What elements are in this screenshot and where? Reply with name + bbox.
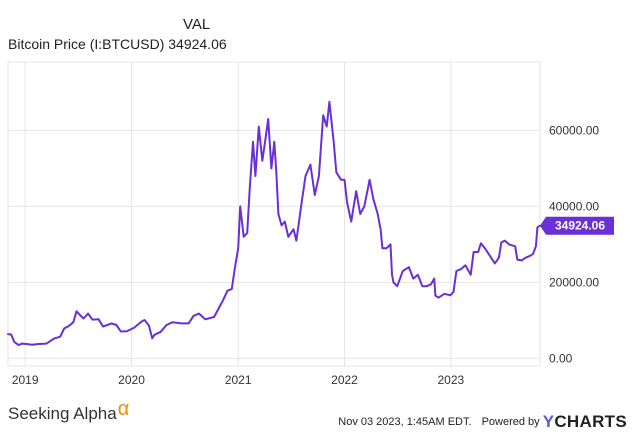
x-tick-label: 2022 [331,373,358,387]
ycharts-y-letter: Y [542,412,555,431]
timestamp: Nov 03 2023, 1:45AM EDT. [338,416,472,428]
powered-by-label: Powered by [481,416,540,428]
alpha-symbol: α [117,398,130,420]
y-tick-label: 0.00 [549,351,573,365]
ticker-title: VAL [183,16,211,33]
grid-layer [7,61,541,367]
brand-name: Seeking Alpha [8,404,117,423]
chart-credit: Nov 03 2023, 1:45AM EDT. Powered by YCHAR… [338,412,627,432]
axis-layer: 0.00 20000.00 40000.00 60000.00 2019 2020 2021… [12,123,600,387]
seeking-alpha-logo: Seeking Alphaα [8,398,129,425]
x-tick-label: 2020 [118,373,145,387]
bitcoin-price-line [7,100,541,347]
y-tick-label: 60000.00 [549,123,599,137]
x-tick-label: 2019 [12,373,39,387]
last-value-badge: 34924.06 [540,216,614,235]
y-tick-label: 20000.00 [549,275,599,289]
y-tick-label: 40000.00 [549,199,599,213]
badge-value: 34924.06 [555,219,605,233]
x-tick-label: 2023 [437,373,464,387]
plot-frame [7,61,541,367]
series-legend-label: Bitcoin Price (I:BTCUSD) 34924.06 [8,36,227,52]
badge-shape [540,216,614,235]
x-tick-label: 2021 [225,373,252,387]
price-chart: 0.00 20000.00 40000.00 60000.00 2019 2020 2021… [7,61,614,387]
ycharts-logo[interactable]: YCHARTS [543,412,627,431]
ycharts-wordmark: CHARTS [554,412,627,431]
